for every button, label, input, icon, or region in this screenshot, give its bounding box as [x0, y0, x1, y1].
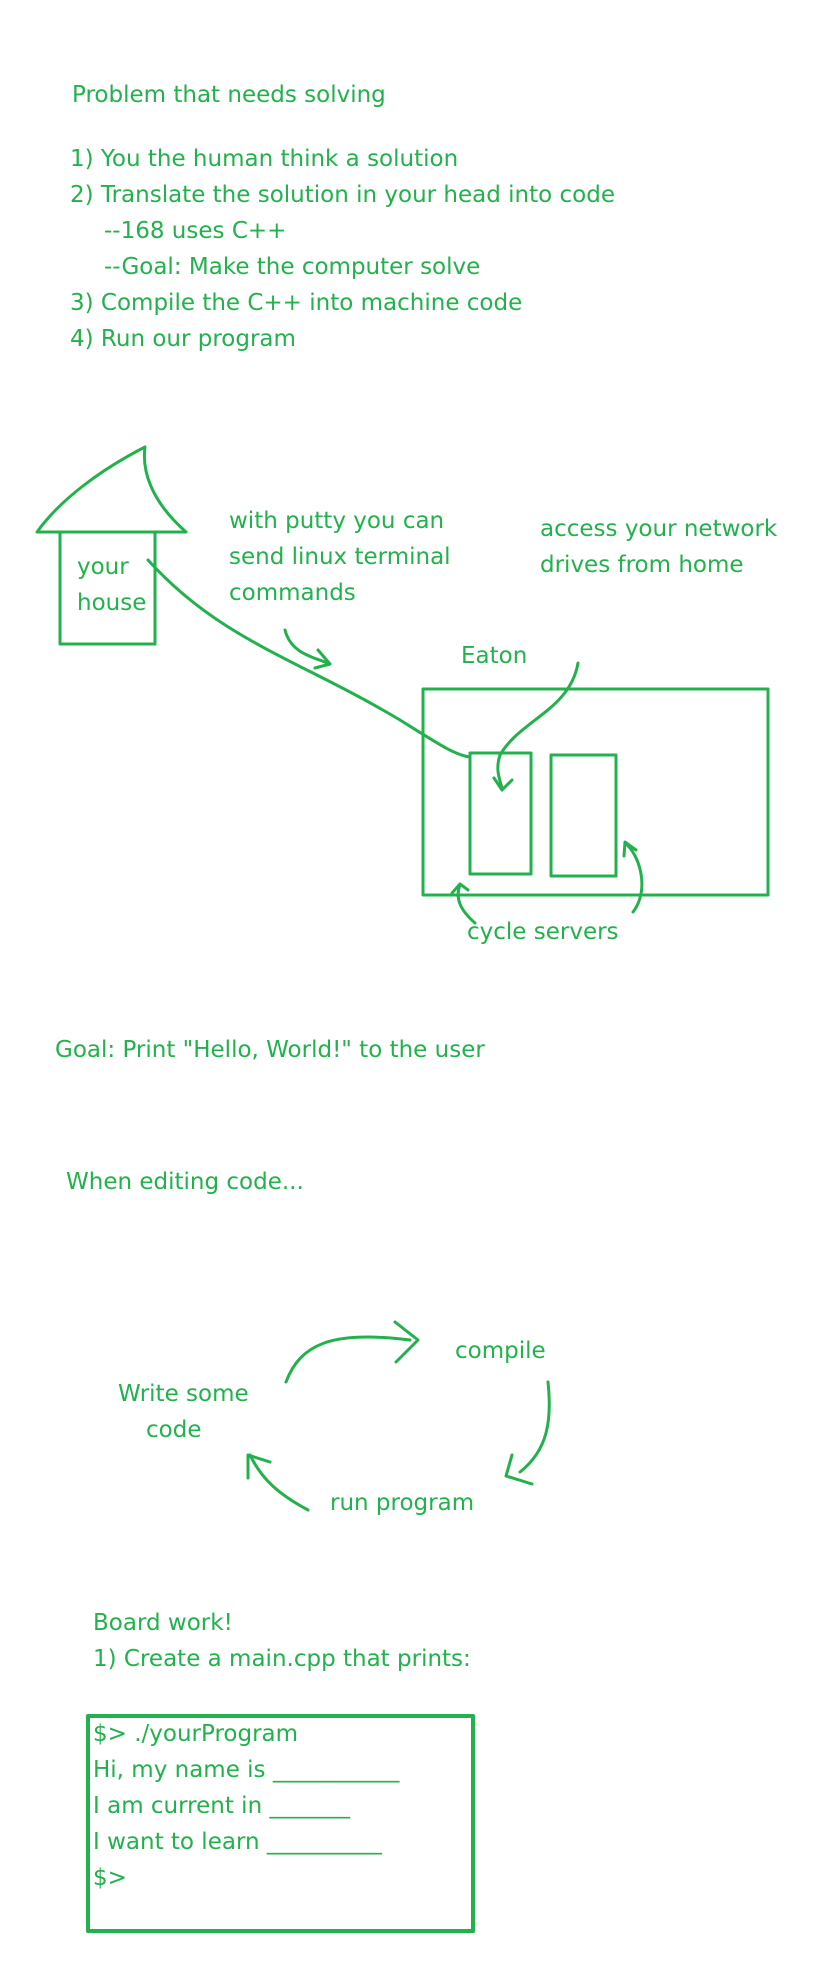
- write-to-compile-arrow: [284, 1335, 412, 1384]
- step-2-sub-1: --168 uses C++: [104, 218, 287, 244]
- putty-arrow: [283, 628, 330, 665]
- board-heading: Board work!: [93, 1610, 233, 1636]
- house-label-line1: your: [77, 554, 129, 580]
- house-box: [58, 530, 157, 646]
- server-box-2: [549, 753, 618, 878]
- house-to-server-line: [146, 558, 472, 759]
- putty-arrowhead: [313, 648, 332, 670]
- eaton-label: Eaton: [461, 643, 528, 669]
- board-task: 1) Create a main.cpp that prints:: [93, 1646, 471, 1672]
- terminal-line-4: I want to learn __________: [93, 1829, 382, 1855]
- cycle-servers-label: cycle servers: [467, 919, 619, 945]
- write-code-line2: code: [146, 1417, 202, 1443]
- terminal-box: [86, 1714, 475, 1933]
- network-line1: access your network: [540, 516, 778, 542]
- compile-to-run-arrow: [518, 1380, 551, 1474]
- run-to-write-arrowhead: [246, 1453, 272, 1480]
- editing-heading: When editing code...: [66, 1169, 304, 1195]
- write-code-line1: Write some: [118, 1381, 249, 1407]
- goal-text: Goal: Print "Hello, World!" to the user: [55, 1037, 485, 1063]
- putty-line1: with putty you can: [229, 508, 445, 534]
- servers-arrow-left: [456, 883, 477, 925]
- servers-arrow-right: [623, 841, 644, 914]
- terminal-line-5: $>: [93, 1865, 127, 1891]
- terminal-line-1: $> ./yourProgram: [93, 1721, 299, 1747]
- step-1: 1) You the human think a solution: [70, 146, 459, 172]
- putty-line2: send linux terminal: [229, 544, 451, 570]
- step-2-sub-2: --Goal: Make the computer solve: [104, 254, 481, 280]
- server-box-1: [468, 751, 533, 876]
- network-arrowhead: [492, 776, 514, 792]
- terminal-line-3: I am current in _______: [93, 1793, 350, 1819]
- run-to-write-arrow: [248, 1453, 310, 1512]
- servers-arrowhead-right: [622, 840, 638, 858]
- eaton-building: [421, 687, 770, 897]
- write-to-compile-arrowhead: [393, 1320, 420, 1364]
- step-3: 3) Compile the C++ into machine code: [70, 290, 523, 316]
- problem-heading: Problem that needs solving: [72, 82, 386, 108]
- network-line2: drives from home: [540, 552, 744, 578]
- compile-label: compile: [455, 1338, 546, 1364]
- compile-to-run-arrowhead: [504, 1453, 534, 1486]
- putty-line3: commands: [229, 580, 356, 606]
- servers-arrowhead-left: [450, 882, 470, 895]
- terminal-line-2: Hi, my name is ___________: [93, 1757, 400, 1783]
- network-arrow: [496, 661, 580, 790]
- run-program-label: run program: [330, 1490, 475, 1516]
- step-4: 4) Run our program: [70, 326, 296, 352]
- house-label-line2: house: [77, 590, 147, 616]
- house-roof-shape: [35, 445, 188, 534]
- step-2: 2) Translate the solution in your head i…: [70, 182, 615, 208]
